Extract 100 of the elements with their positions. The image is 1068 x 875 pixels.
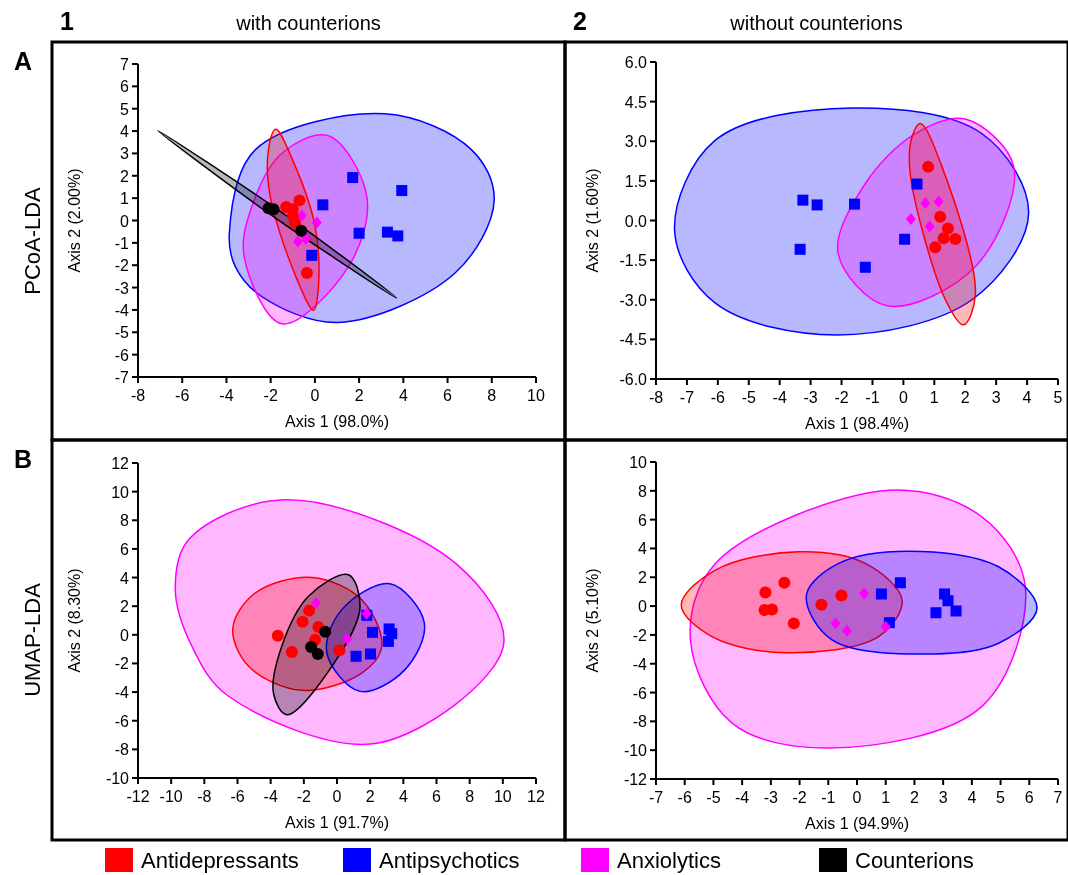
- y-tick-label: -8: [632, 713, 648, 731]
- point: [353, 227, 365, 239]
- point: [937, 232, 950, 245]
- point: [934, 210, 947, 223]
- y-tick-label: 4: [120, 569, 130, 587]
- y-tick-label: 3: [120, 145, 130, 163]
- x-tick-label: 2: [909, 789, 919, 806]
- point: [311, 216, 322, 229]
- x-tick-label: -8: [197, 788, 212, 805]
- point: [342, 632, 353, 645]
- point: [311, 648, 324, 661]
- y-tick-label: -1.5: [619, 252, 648, 270]
- x-axis-title: Axis 1 (91.7%): [284, 814, 390, 831]
- point: [811, 199, 823, 211]
- point: [924, 220, 935, 233]
- x-tick-label: 3: [991, 389, 1001, 406]
- point: [933, 195, 944, 208]
- point: [319, 625, 332, 638]
- y-tick-label: -6.0: [619, 371, 648, 388]
- y-tick-label: -1: [114, 234, 130, 252]
- x-tick-label: 2: [960, 389, 970, 406]
- x-axis-title: Axis 1 (98.0%): [284, 413, 390, 430]
- point: [920, 197, 931, 210]
- x-tick-label: 10: [527, 387, 545, 404]
- y-tick-label: 2: [120, 167, 130, 185]
- y-tick-label: 0.0: [624, 212, 648, 230]
- x-tick-label: -3: [763, 789, 779, 806]
- x-tick-label: -6: [230, 788, 245, 805]
- point: [317, 199, 329, 211]
- point: [305, 640, 318, 653]
- y-tick-label: 2: [120, 598, 130, 616]
- y-tick-label: 6: [120, 78, 130, 96]
- point: [929, 241, 942, 254]
- point: [311, 597, 322, 610]
- y-tick-label: 2: [638, 569, 648, 587]
- x-tick-label: 6: [443, 387, 453, 404]
- x-tick-label: 0: [332, 788, 342, 805]
- text: UMAP-LDA: [20, 582, 45, 697]
- x-tick-label: 10: [493, 788, 512, 805]
- y-tick-label: 6: [120, 540, 130, 558]
- point: [300, 267, 313, 280]
- y-tick-label: -3: [114, 279, 130, 297]
- x-tick-label: -2: [792, 789, 807, 806]
- point: [392, 230, 404, 242]
- point: [941, 222, 954, 235]
- point: [296, 615, 309, 628]
- y-tick-label: 1: [120, 190, 130, 208]
- point: [295, 224, 308, 237]
- x-tick-label: 4: [398, 387, 408, 404]
- x-tick-label: 2: [354, 387, 364, 404]
- x-tick-label: -1: [865, 389, 880, 406]
- text: A: [14, 47, 33, 75]
- x-tick-label: -3: [803, 389, 818, 406]
- y-tick-label: 0: [120, 212, 130, 230]
- x-tick-label: 1: [929, 389, 939, 406]
- x-tick-label: 0: [310, 387, 320, 404]
- y-tick-label: -6: [632, 684, 648, 702]
- point: [288, 216, 301, 229]
- y-tick-label: 5: [120, 100, 130, 118]
- y-tick-label: 8: [120, 512, 130, 530]
- x-tick-label: -7: [679, 389, 695, 406]
- point: [899, 233, 911, 245]
- point: [293, 194, 306, 207]
- y-axis-title: Axis 2 (2.00%): [66, 168, 83, 273]
- x-tick-label: -6: [710, 389, 726, 406]
- point: [815, 598, 828, 611]
- y-tick-label: 10: [111, 483, 130, 501]
- y-tick-label: -7: [114, 369, 130, 386]
- y-tick-label: -3.0: [619, 291, 648, 309]
- x-tick-label: -5: [706, 789, 721, 806]
- y-tick-label: -10: [105, 770, 130, 787]
- y-tick-label: 8: [638, 482, 648, 500]
- point: [830, 617, 841, 630]
- y-tick-label: 6: [638, 511, 648, 529]
- x-tick-label: 3: [938, 789, 948, 806]
- point: [950, 605, 962, 617]
- text: 1: [60, 7, 74, 35]
- point: [306, 249, 318, 261]
- x-axis-title: Axis 1 (98.4%): [804, 415, 910, 432]
- y-tick-label: -2: [114, 257, 130, 275]
- x-tick-label: -1: [821, 789, 836, 806]
- point: [347, 172, 359, 184]
- y-tick-label: 7: [120, 56, 130, 73]
- point: [859, 587, 870, 600]
- x-tick-label: 4: [398, 788, 408, 805]
- y-tick-label: 1.5: [624, 172, 648, 190]
- point: [333, 644, 346, 657]
- x-tick-label: 5: [996, 789, 1006, 806]
- x-tick-label: -2: [263, 387, 278, 404]
- text: PCoA-LDA: [20, 186, 45, 295]
- x-tick-label: -4: [735, 789, 750, 806]
- y-tick-label: -8: [114, 741, 130, 759]
- x-tick-label: -4: [263, 788, 278, 805]
- point: [366, 626, 378, 638]
- x-tick-label: 6: [1024, 789, 1034, 806]
- x-tick-label: 4: [967, 789, 977, 806]
- y-axis-title: Axis 2 (1.60%): [584, 168, 601, 273]
- legend-label: Antidepressants: [141, 848, 299, 873]
- point: [942, 595, 954, 607]
- y-tick-label: -2: [632, 626, 648, 644]
